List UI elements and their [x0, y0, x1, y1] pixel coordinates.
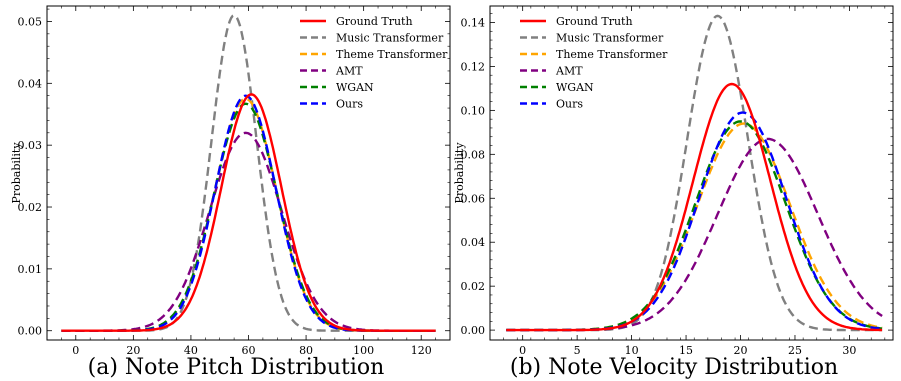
velocity-plot-frame	[490, 6, 893, 340]
velocity-legend-label-theme-transformer: Theme Transformer	[556, 48, 668, 61]
pitch-xtick-label: 120	[411, 344, 432, 357]
velocity-series-amt	[506, 139, 882, 330]
velocity-ytick-label: 0.04	[461, 236, 486, 249]
velocity-series-ours	[506, 113, 882, 331]
pitch-xtick-label: 0	[72, 344, 79, 357]
pitch-ytick-label: 0.00	[18, 325, 43, 338]
pitch-legend-label-amt: AMT	[335, 65, 363, 78]
pitch-ylabel: Probability	[10, 142, 23, 204]
velocity-panel: 0 5 10 15 20 25 300.000.020.040.060.080.100.12…	[453, 6, 893, 380]
pitch-panel: 0 20 40 60 80 100 1200.000.010.020.030.040.05 …	[10, 6, 450, 380]
pitch-caption: (a) Note Pitch Distribution	[88, 355, 385, 380]
velocity-legend-label-wgan: WGAN	[556, 81, 594, 94]
velocity-xtick-label: 30	[842, 344, 856, 357]
velocity-series-wgan	[506, 121, 882, 330]
velocity-axes: 0 5 10 15 20 25 300.000.020.040.060.080.100.12…	[461, 6, 894, 357]
velocity-legend: Ground Truth Music Transformer Theme Trans…	[520, 15, 668, 111]
velocity-ylabel: Probability	[453, 142, 466, 204]
pitch-series-ground-truth	[61, 94, 435, 330]
velocity-legend-label-music-transformer: Music Transformer	[556, 32, 664, 45]
pitch-legend-label-ground-truth: Ground Truth	[336, 15, 413, 28]
pitch-curves	[61, 15, 435, 330]
velocity-legend-label-ours: Ours	[556, 98, 583, 111]
pitch-series-music-transformer	[61, 15, 435, 330]
velocity-legend-label-amt: AMT	[555, 65, 583, 78]
pitch-legend-label-ours: Ours	[336, 98, 363, 111]
pitch-series-wgan	[61, 104, 435, 331]
pitch-legend-label-theme-transformer: Theme Transformer	[336, 48, 448, 61]
velocity-ytick-label: 0.12	[461, 60, 486, 73]
velocity-legend-label-ground-truth: Ground Truth	[556, 15, 633, 28]
pitch-series-ours	[61, 96, 435, 331]
velocity-curves	[506, 16, 882, 330]
velocity-ytick-label: 0.02	[461, 280, 486, 293]
pitch-legend-label-music-transformer: Music Transformer	[336, 32, 444, 45]
velocity-ytick-label: 0.10	[461, 104, 486, 117]
velocity-series-theme-transformer	[506, 124, 882, 331]
pitch-ytick-label: 0.05	[18, 15, 43, 28]
pitch-ytick-label: 0.01	[18, 263, 43, 276]
velocity-ytick-label: 0.00	[461, 324, 486, 337]
velocity-ytick-label: 0.14	[461, 16, 486, 29]
velocity-caption: (b) Note Velocity Distribution	[510, 355, 838, 380]
pitch-ytick-label: 0.04	[18, 77, 43, 90]
pitch-legend-label-wgan: WGAN	[336, 81, 374, 94]
pitch-legend: Ground Truth Music Transformer Theme Trans…	[300, 15, 448, 111]
pitch-series-amt	[61, 133, 435, 331]
